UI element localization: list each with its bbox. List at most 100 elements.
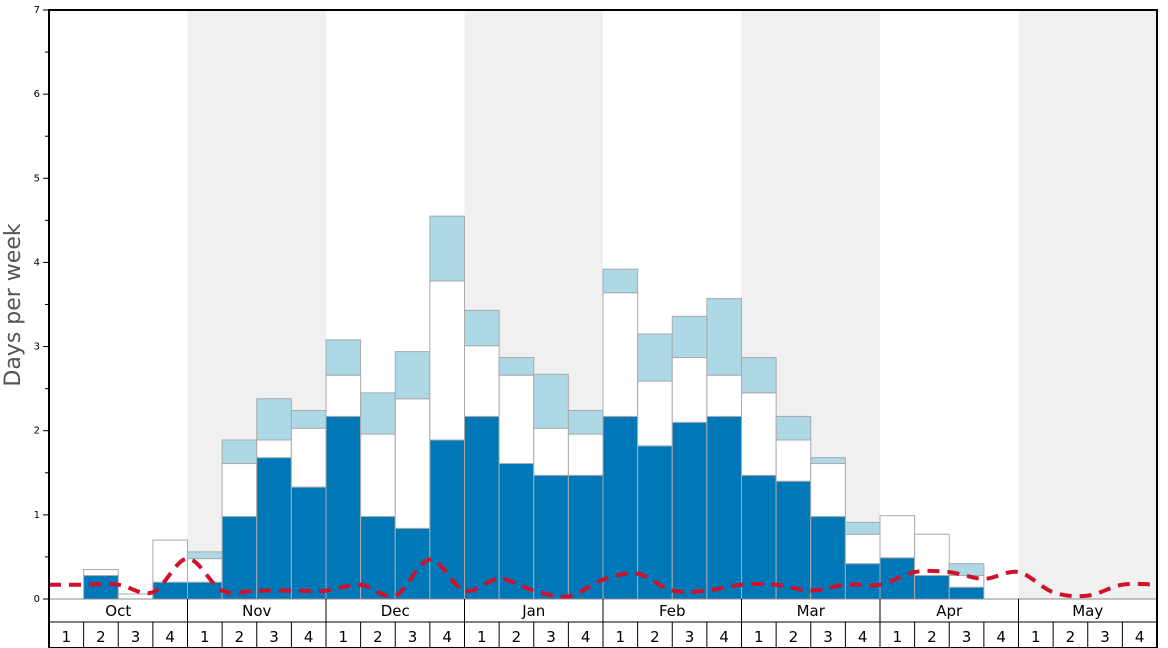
bar-white-segment	[290, 427, 327, 488]
week-label: 3	[131, 628, 141, 646]
bar-white-segment	[775, 439, 812, 482]
y-tick-label: 7	[34, 5, 40, 16]
bar-white-segment	[706, 374, 742, 417]
dashed-line	[49, 556, 1158, 599]
bar-dark-segment	[914, 574, 950, 600]
bar-light-segment	[221, 439, 258, 465]
bar-dark-segment	[671, 421, 708, 600]
bar-light-segment	[394, 351, 431, 400]
week-label: 3	[1100, 628, 1110, 646]
month-label: Mar	[797, 602, 826, 620]
bar-dark-segment	[741, 474, 777, 600]
week-label: 2	[650, 628, 660, 646]
bar-light-segment	[187, 551, 223, 560]
bar-white-segment	[360, 433, 396, 518]
bar-white-segment	[637, 380, 673, 447]
bar-white-segment	[533, 427, 569, 476]
month-label: Jan	[521, 602, 545, 620]
bar-light-segment	[360, 392, 396, 435]
bar-dark-segment	[187, 581, 223, 600]
bar-dark-segment	[83, 574, 119, 600]
bar-light-segment	[464, 309, 500, 347]
y-tick-label: 2	[34, 426, 40, 437]
y-tick-label: 4	[34, 257, 40, 268]
bar-dark-segment	[325, 415, 362, 600]
bar-light-segment	[533, 373, 569, 429]
week-label: 4	[581, 628, 591, 646]
week-label: 4	[1135, 628, 1145, 646]
bar-dark-segment	[775, 480, 812, 600]
bar-dark-segment	[221, 516, 258, 600]
week-label: 4	[996, 628, 1006, 646]
bar-dark-segment	[706, 415, 742, 600]
week-label: 2	[927, 628, 937, 646]
month-label: May	[1072, 602, 1103, 620]
bar-light-segment	[671, 315, 708, 359]
week-label: 3	[408, 628, 418, 646]
bar-dark-segment	[429, 439, 465, 600]
week-label: 1	[200, 628, 210, 646]
bar-white-segment	[221, 463, 258, 518]
month-label: Apr	[936, 602, 963, 620]
month-bands	[187, 10, 1157, 599]
month-label: Oct	[105, 602, 131, 620]
week-label: 2	[789, 628, 799, 646]
week-label: 4	[719, 628, 729, 646]
week-label: 2	[235, 628, 245, 646]
bar-white-segment	[256, 439, 292, 459]
month-label: Feb	[659, 602, 686, 620]
week-label: 3	[685, 628, 695, 646]
y-tick-label: 0	[34, 594, 40, 605]
week-label: 4	[442, 628, 452, 646]
bar-white-segment	[810, 463, 846, 518]
week-label: 2	[512, 628, 522, 646]
week-label: 4	[304, 628, 314, 646]
y-tick-label: 3	[34, 342, 40, 353]
week-label: 1	[339, 628, 349, 646]
bar-white-segment	[879, 515, 916, 559]
y-axis: 0 1 2 3 4 5 6 7	[34, 5, 49, 605]
week-label: 3	[962, 628, 972, 646]
bar-light-segment	[602, 268, 639, 294]
bar-dark-segment	[256, 457, 292, 600]
week-label: 1	[1031, 628, 1041, 646]
bar-white-segment	[602, 292, 639, 417]
bar-dark-segment	[533, 474, 569, 600]
bar-light-segment	[741, 357, 777, 394]
bar-light-segment	[775, 415, 812, 441]
month-label: Dec	[381, 602, 410, 620]
y-axis-title: Days per week	[1, 223, 26, 386]
bar-white-segment	[464, 345, 500, 417]
bar-light-segment	[429, 215, 465, 282]
week-label: 3	[546, 628, 556, 646]
week-label: 1	[893, 628, 903, 646]
bar-light-segment	[325, 339, 362, 376]
week-label: 2	[96, 628, 106, 646]
bar-white-segment	[671, 357, 708, 423]
bar-dark-segment	[602, 415, 639, 600]
bar-white-segment	[325, 374, 362, 417]
bar-white-segment	[844, 533, 881, 565]
bar-light-segment	[290, 410, 327, 429]
bar-white-segment	[83, 569, 119, 576]
dashed-line-series	[49, 556, 1158, 599]
week-label: 3	[269, 628, 279, 646]
bar-light-segment	[844, 521, 881, 535]
bar-white-segment	[914, 533, 950, 576]
week-label: 1	[62, 628, 72, 646]
bar-dark-segment	[844, 563, 881, 600]
week-label: 2	[373, 628, 383, 646]
bar-white-segment	[567, 433, 604, 476]
bar-dark-segment	[290, 486, 327, 600]
week-label: 1	[477, 628, 487, 646]
month-band-may	[1018, 10, 1157, 599]
week-label: 3	[823, 628, 833, 646]
week-label: 2	[1066, 628, 1076, 646]
y-tick-label: 1	[34, 510, 40, 521]
bar-light-segment	[706, 298, 742, 376]
bar-light-segment	[256, 398, 292, 441]
y-tick-label: 6	[34, 89, 40, 100]
bar-light-segment	[567, 410, 604, 435]
bar-white-segment	[498, 374, 535, 465]
week-label: 1	[616, 628, 626, 646]
